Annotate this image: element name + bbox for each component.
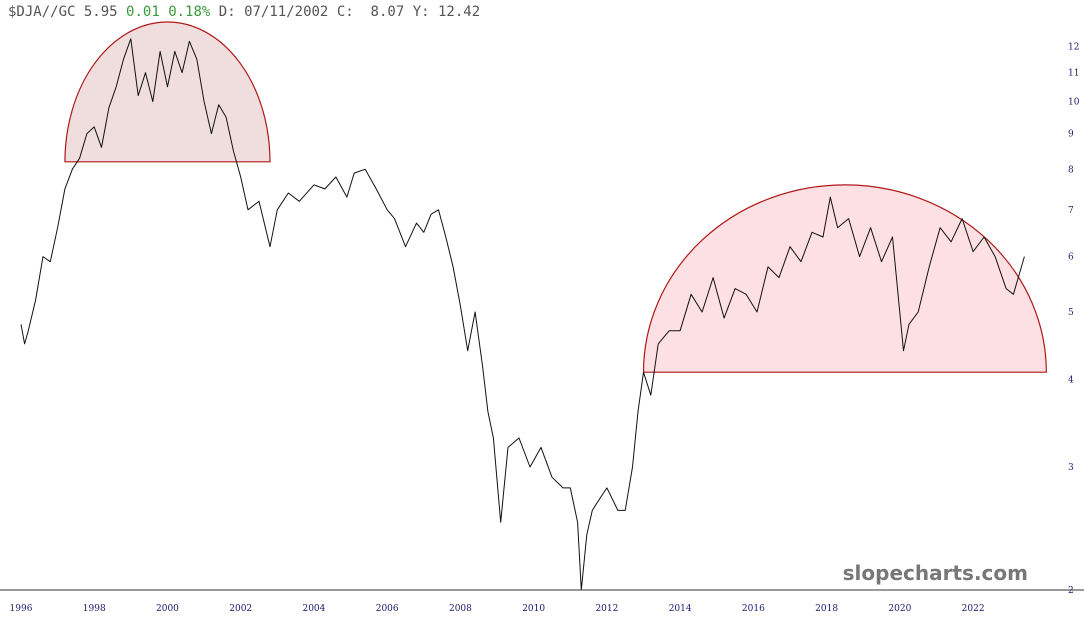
y-tick-label: 10	[1068, 98, 1080, 108]
watermark: slopecharts.com	[843, 561, 1028, 585]
y-label: Y:	[412, 4, 430, 20]
y-tick-label: 12	[1068, 42, 1079, 52]
dome-annotation-2	[642, 184, 1047, 373]
x-tick-label: 2000	[156, 604, 179, 614]
x-tick-label: 1998	[83, 604, 106, 614]
y-tick-label: 11	[1068, 69, 1079, 79]
x-tick-label: 2022	[962, 604, 985, 614]
date-label: D:	[218, 4, 236, 20]
last-value: 5.95	[83, 4, 118, 20]
x-tick-label: 2010	[522, 604, 545, 614]
y-tick-label: 8	[1068, 165, 1074, 175]
y-tick-label: 4	[1068, 376, 1074, 386]
x-tick-label: 2002	[229, 604, 252, 614]
y-tick-label: 2	[1068, 586, 1074, 596]
x-tick-label: 2004	[302, 604, 325, 614]
series-line-1	[20, 38, 1025, 591]
x-tick-label: 1996	[10, 604, 33, 614]
close-value: 8.07	[370, 4, 405, 20]
x-tick-label: 2014	[669, 604, 692, 614]
dome-annotation-1	[64, 21, 271, 163]
close-label: C:	[336, 4, 354, 20]
y-tick-label: 7	[1068, 206, 1074, 216]
chart-header: $DJA//GC 5.95 0.01 0.18% D: 07/11/2002 C…	[8, 4, 480, 20]
x-tick-label: 2008	[449, 604, 472, 614]
change-value: 0.01	[126, 4, 160, 20]
y-tick-label: 3	[1068, 463, 1074, 473]
x-tick-label: 2012	[595, 604, 618, 614]
x-tick-label: 2018	[815, 604, 838, 614]
x-tick-label: 2020	[888, 604, 911, 614]
x-tick-label: 2016	[742, 604, 765, 614]
change-percent: 0.18%	[168, 4, 211, 20]
y-value: 12.42	[437, 4, 481, 20]
symbol-label: $DJA//GC	[8, 4, 76, 20]
date-value: 07/11/2002	[244, 4, 329, 20]
y-tick-label: 5	[1068, 308, 1074, 318]
y-tick-label: 6	[1068, 253, 1074, 263]
x-tick-label: 2006	[376, 604, 399, 614]
y-tick-label: 9	[1068, 130, 1074, 140]
